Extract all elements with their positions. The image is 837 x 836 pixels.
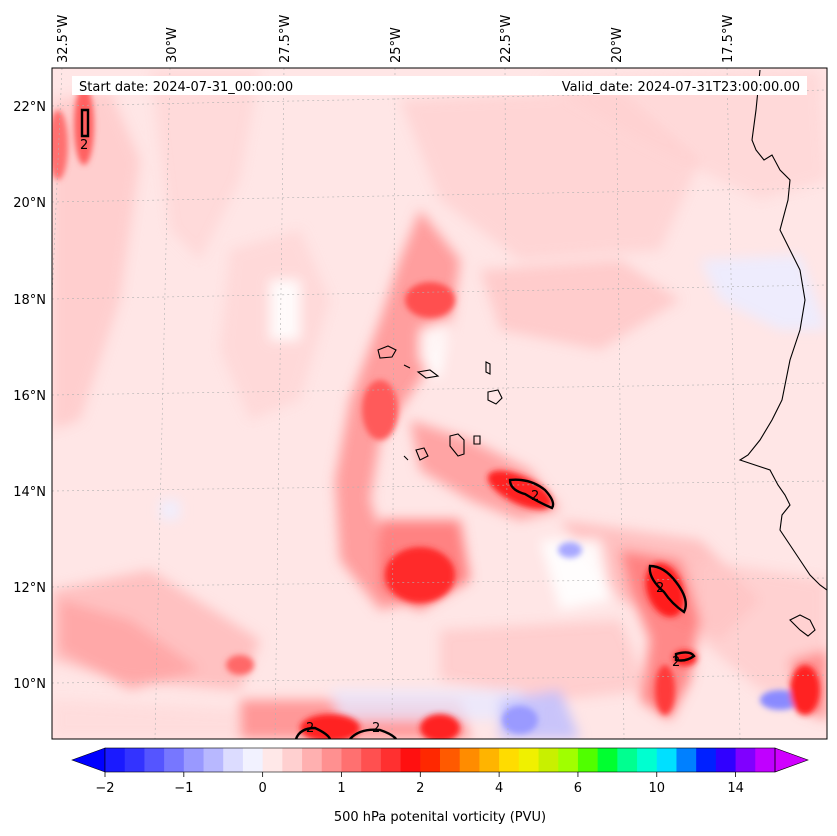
colorbar-cell	[518, 748, 540, 772]
colorbar-cell	[656, 748, 677, 772]
colorbar-cell	[637, 748, 658, 772]
colorbar-ticks: −2 −1 0 1 2 4 6 10 14	[95, 772, 744, 796]
lat-label: 16°N	[13, 389, 46, 404]
contour-label: 2	[372, 721, 380, 736]
lat-label: 12°N	[13, 581, 46, 596]
colorbar-cell	[577, 748, 599, 772]
colorbar-cell	[459, 748, 480, 772]
pv-field: 2 2 2 2 2 2	[52, 68, 827, 739]
colorbar-frame	[104, 747, 776, 773]
start-date-label: Start date: 2024-07-31_00:00:00	[79, 80, 293, 95]
colorbar-cell	[380, 748, 402, 772]
colorbar-label: 500 hPa potenital vorticity (PVU)	[334, 810, 546, 825]
colorbar-cell	[440, 748, 461, 772]
header-box	[72, 76, 807, 95]
lon-label: 27.5°W	[278, 15, 293, 63]
colorbar-cell	[302, 748, 323, 772]
valid-date-label: Valid_date: 2024-07-31T23:00:00.00	[562, 80, 800, 95]
colorbar-cell	[538, 748, 559, 772]
colorbar-cell	[499, 748, 520, 772]
colorbar-cell	[715, 748, 737, 772]
colorbar-cell	[696, 748, 717, 772]
graticule	[52, 68, 827, 739]
colorbar-cell	[617, 748, 638, 772]
lat-label: 20°N	[13, 196, 46, 211]
latitude-labels: 22°N 20°N 18°N 16°N 14°N 12°N 10°N	[13, 100, 46, 692]
colorbar-cell	[597, 748, 618, 772]
colorbar-cells	[105, 748, 776, 772]
colorbar-tick-label: 2	[416, 781, 424, 796]
colorbar-cell	[105, 748, 126, 772]
colorbar-cell	[321, 748, 342, 772]
colorbar-tick-label: 10	[648, 781, 665, 796]
colorbar-tick-label: 6	[574, 781, 582, 796]
colorbar-tick-label: 14	[727, 781, 744, 796]
colorbar-cell	[420, 748, 441, 772]
colorbar-tick-label: 0	[259, 781, 267, 796]
colorbar-tick-label: 1	[337, 781, 345, 796]
contour-labels: 2 2 2 2 2 2	[80, 138, 680, 736]
colorbar-cell	[755, 748, 776, 772]
contour-label: 2	[306, 721, 314, 736]
colorbar-cell	[558, 748, 579, 772]
colorbar-cell	[223, 748, 244, 772]
colorbar-under-arrow	[71, 747, 106, 773]
lat-label: 22°N	[13, 100, 46, 115]
lat-label: 14°N	[13, 485, 46, 500]
colorbar-cell	[144, 748, 165, 772]
colorbar-cell	[361, 748, 382, 772]
colorbar-cell	[735, 748, 756, 772]
contour-label: 2	[531, 489, 539, 504]
contour-label: 2	[656, 581, 664, 596]
colorbar-tick-label: 4	[495, 781, 503, 796]
colorbar-cell	[400, 748, 421, 772]
colorbar-over-arrow	[774, 747, 809, 773]
lon-label: 30°W	[165, 27, 180, 63]
contour-label: 2	[80, 138, 88, 153]
colorbar-cell	[676, 748, 697, 772]
colorbar-cell	[203, 748, 224, 772]
colorbar-cell	[124, 748, 145, 772]
colorbar-tick-label: −1	[174, 781, 193, 796]
colorbar-cell	[164, 748, 185, 772]
lat-label: 10°N	[13, 677, 46, 692]
coastlines	[377, 69, 827, 637]
lon-label: 32.5°W	[56, 15, 71, 63]
contour-label: 2	[672, 655, 680, 670]
colorbar-cell	[242, 748, 264, 772]
lon-label: 25°W	[389, 27, 404, 63]
colorbar-cell	[183, 748, 205, 772]
lon-label: 17.5°W	[721, 15, 736, 63]
map-frame	[51, 67, 828, 740]
pv-2-contours	[80, 108, 696, 739]
colorbar-cell	[282, 748, 303, 772]
lon-label: 22.5°W	[499, 15, 514, 63]
colorbar-cell	[479, 748, 500, 772]
longitude-labels: 32.5°W 30°W 27.5°W 25°W 22.5°W 20°W 17.5…	[56, 15, 736, 63]
lat-label: 18°N	[13, 293, 46, 308]
colorbar-cell	[341, 748, 362, 772]
colorbar: −2 −1 0 1 2 4 6 10 14 500 hPa potenital vorticit…	[71, 747, 809, 825]
lon-label: 20°W	[610, 27, 625, 63]
colorbar-cell	[262, 748, 283, 772]
colorbar-tick-label: −2	[95, 781, 114, 796]
